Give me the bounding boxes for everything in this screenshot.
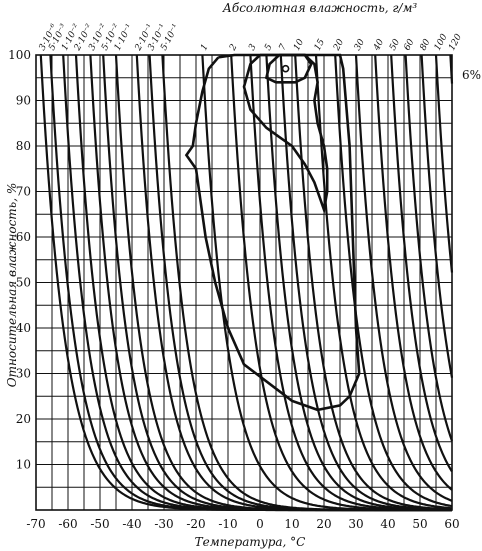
- x-tick-label: 40: [380, 517, 395, 531]
- y-tick-label: 70: [16, 185, 31, 199]
- humidity-curve: [354, 54, 453, 502]
- x-tick-label: 50: [412, 517, 427, 531]
- contour-middle: [242, 53, 329, 215]
- x-tick-label: -70: [26, 517, 45, 531]
- x-tick-label: -50: [90, 517, 109, 531]
- x-tick-label: -40: [122, 517, 141, 531]
- y-tick-label: 50: [16, 276, 31, 290]
- humidity-curve: [404, 54, 454, 442]
- chart-title: Абсолютная влажность, г/м³: [222, 1, 418, 15]
- x-tick-label: -20: [186, 517, 205, 531]
- top-tick-label: 5: [263, 42, 275, 52]
- x-tick-label: -10: [218, 517, 237, 531]
- x-tick-label: 10: [284, 517, 299, 531]
- y-tick-label: 20: [16, 412, 31, 426]
- y-tick-label: 100: [8, 48, 31, 62]
- top-tick-label: 120: [447, 32, 464, 52]
- humidity-curve: [294, 54, 452, 511]
- humidity-curve: [390, 54, 453, 473]
- top-tick-label: 50: [388, 37, 402, 52]
- top-tick-label: 30: [353, 37, 367, 52]
- top-tick-label: 1: [199, 43, 211, 53]
- plot-frame: [35, 54, 453, 511]
- x-axis-label: Температура, °С: [195, 535, 306, 549]
- top-tick-label: 3: [247, 42, 259, 52]
- y-tick-label: 90: [16, 94, 31, 108]
- top-tick-label: 60: [402, 37, 416, 52]
- x-tick-label: 0: [256, 517, 264, 531]
- y-axis-label: Относительная влажность, %: [5, 183, 19, 387]
- humidity-curve: [434, 54, 454, 273]
- humidity-curve: [420, 54, 454, 378]
- x-tick-label: 30: [348, 517, 363, 531]
- top-tick-label: 40: [372, 37, 387, 53]
- x-tick-label: -60: [58, 517, 77, 531]
- annotation-6pct: 6%: [462, 68, 481, 82]
- top-tick-label: 10: [292, 37, 306, 52]
- y-tick-label: 10: [16, 458, 31, 472]
- contour-marker: [281, 64, 290, 73]
- y-tick-label: 40: [16, 321, 31, 335]
- x-tick-label: 20: [316, 517, 331, 531]
- grid: [35, 54, 453, 511]
- y-tick-label: 30: [16, 367, 31, 381]
- humidity-curve: [374, 54, 453, 491]
- x-tick-labels: -70 -60 -50 -40 -30 -20 -10 0 10 20 30 40 50 60: [26, 517, 459, 531]
- x-tick-label: 60: [444, 517, 459, 531]
- y-tick-label: 80: [16, 139, 31, 153]
- top-tick-label: 15: [313, 37, 327, 52]
- top-tick-label: 7: [278, 42, 290, 52]
- top-tick-label: 20: [332, 37, 347, 53]
- top-tick-label: 100: [433, 32, 450, 52]
- top-tick-label: 2: [228, 42, 240, 53]
- x-tick-label: -30: [154, 517, 173, 531]
- humidity-curve: [314, 54, 453, 510]
- top-tick-labels: 3·10⁻⁶5·10⁻³1·10⁻²2·10⁻²3·10⁻²5·10⁻²1·10…: [38, 22, 465, 53]
- top-tick-label: 80: [418, 37, 432, 52]
- y-tick-labels: 10 20 30 40 50 60 70 80 90 100: [8, 48, 31, 472]
- humidity-curve: [334, 54, 453, 508]
- y-tick-label: 60: [16, 230, 31, 244]
